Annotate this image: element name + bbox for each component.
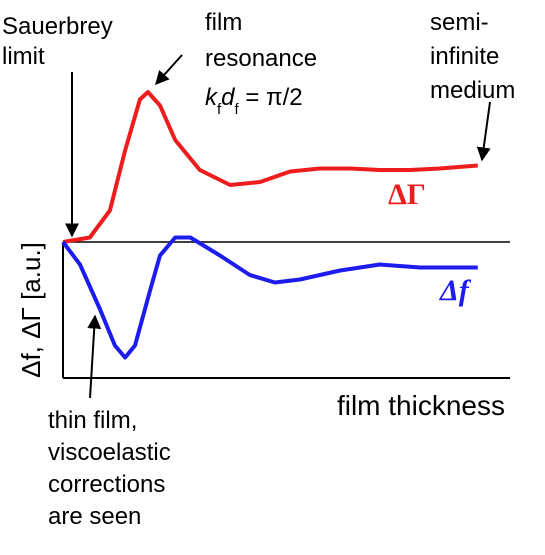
x-axis-label: film thickness [337, 390, 505, 421]
annotation: are seen [48, 503, 141, 530]
annotation: limit [2, 43, 45, 70]
annotation: medium [430, 77, 515, 104]
annotation-part: d [221, 84, 235, 111]
arrow [87, 314, 102, 399]
arrow [155, 54, 183, 86]
annotation: semi- [430, 9, 489, 36]
data-line [61, 235, 478, 360]
y-axis-label: Δf, ΔΓ [a.u.] [16, 242, 46, 378]
annotation: film [205, 9, 242, 36]
series-label: Δf [439, 274, 472, 307]
annotation: resonance [205, 45, 317, 72]
arrow [476, 101, 491, 162]
annotation-part: = π/2 [239, 84, 303, 111]
annotation: kfdf = π/2 [205, 84, 303, 118]
annotation-part: f [217, 101, 222, 118]
annotation: Sauerbrey [2, 13, 113, 40]
data-line [62, 90, 478, 244]
annotation-part: f [235, 101, 240, 118]
annotation-part: k [205, 84, 219, 111]
annotation: corrections [48, 471, 165, 498]
series-label: ΔΓ [388, 178, 426, 211]
annotation: infinite [430, 43, 499, 70]
annotation: viscoelastic [48, 439, 171, 466]
annotation: thin film, [48, 407, 137, 434]
